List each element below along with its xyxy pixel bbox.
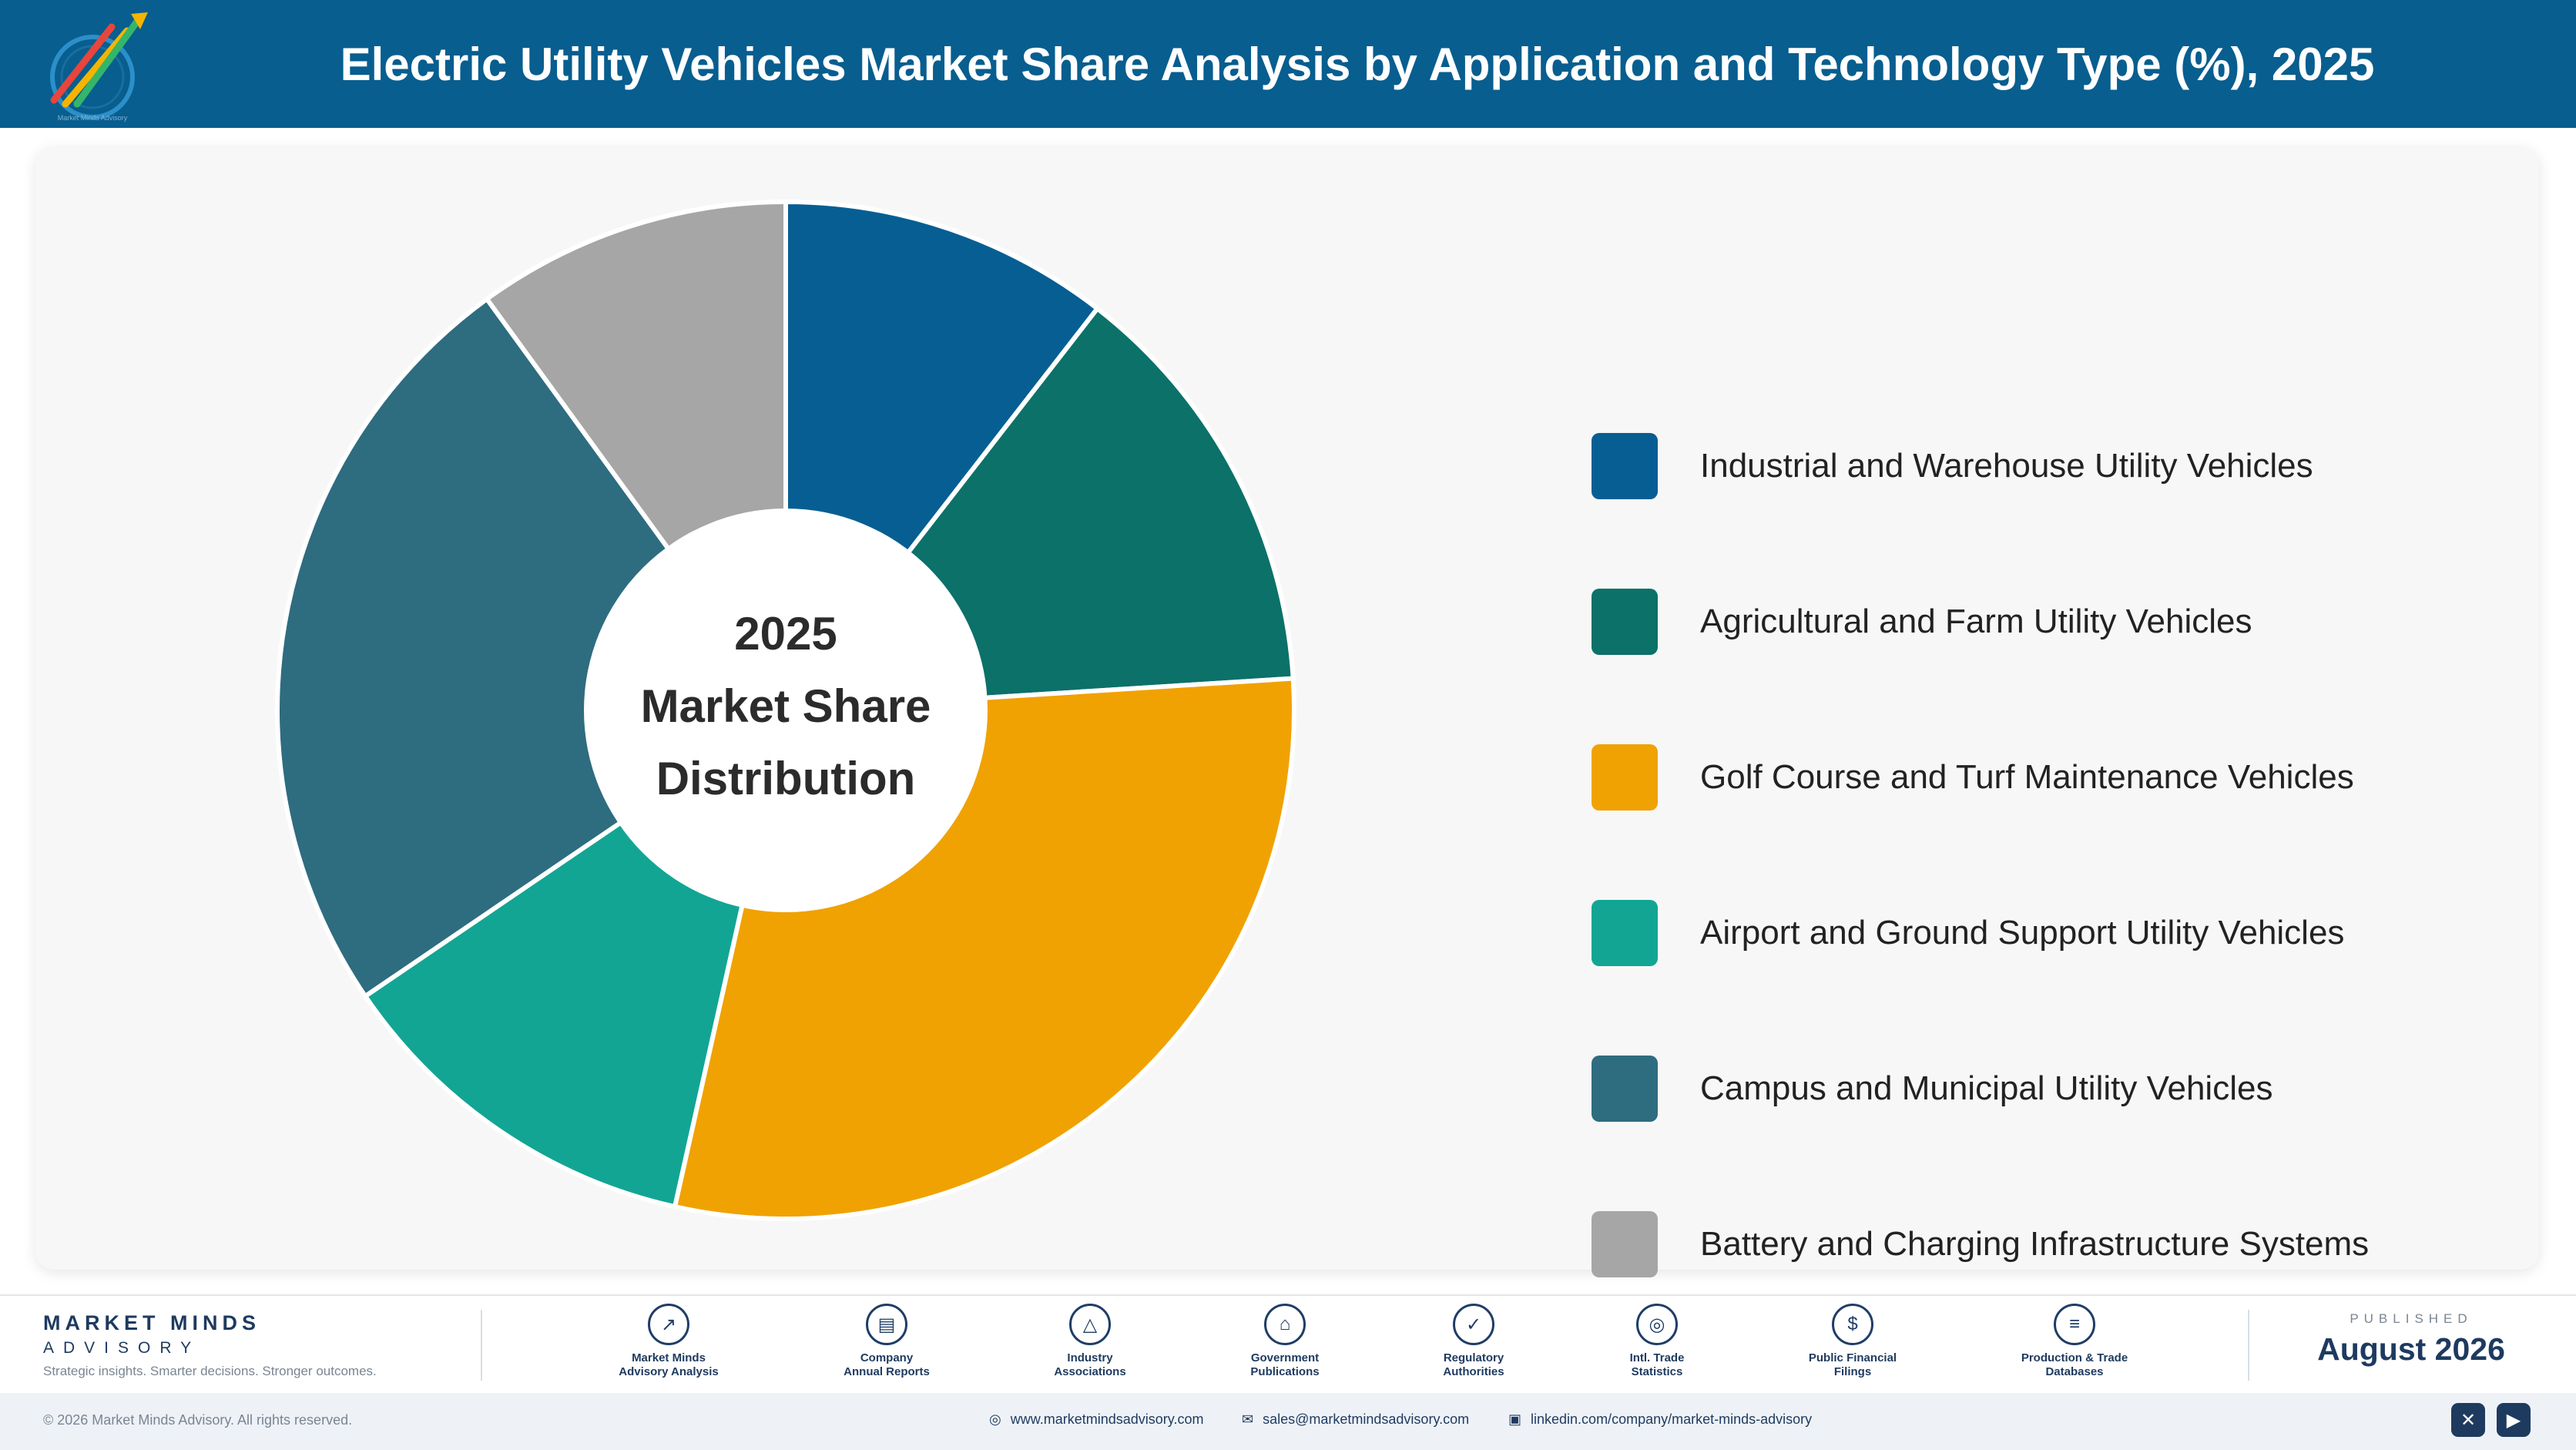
published-label: PUBLISHED	[2350, 1311, 2473, 1326]
source-label: Public Financial Filings	[1808, 1351, 1897, 1378]
shield-icon: ✓	[1453, 1304, 1494, 1345]
bottom-bar: © 2026 Market Minds Advisory. All rights…	[0, 1393, 2576, 1450]
brand-tagline: Strategic insights. Smarter decisions. S…	[43, 1364, 377, 1378]
legend-label: Agricultural and Farm Utility Vehicles	[1700, 602, 2252, 640]
legend-label: Golf Course and Turf Maintenance Vehicle…	[1700, 758, 2354, 796]
center-text-line-3: Distribution	[656, 753, 916, 804]
globe-icon: ◎	[989, 1411, 1001, 1427]
website-link[interactable]: ◎ www.marketmindsadvisory.com	[989, 1411, 1204, 1427]
source-market-minds-analysis: ↗ Market Minds Advisory Analysis	[592, 1304, 746, 1379]
source-industry-associations: △ Industry Associations	[1013, 1304, 1167, 1379]
youtube-icon[interactable]: ▶	[2497, 1403, 2531, 1437]
legend-item-golf-course: Golf Course and Turf Maintenance Vehicle…	[1592, 744, 2354, 811]
legend-swatch	[1592, 433, 1658, 499]
trend-chart-icon: ↗	[648, 1304, 689, 1345]
legend-swatch	[1592, 1211, 1658, 1277]
database-icon: ≡	[2054, 1304, 2095, 1345]
legend-swatch	[1592, 744, 1658, 811]
legend-label: Airport and Ground Support Utility Vehic…	[1700, 914, 2345, 952]
page-title: Electric Utility Vehicles Market Share A…	[340, 38, 2375, 90]
source-label: Production & Trade Databases	[2021, 1351, 2128, 1378]
legend-label: Campus and Municipal Utility Vehicles	[1700, 1069, 2273, 1107]
source-label: Regulatory Authorities	[1443, 1351, 1504, 1378]
legend-item-agricultural: Agricultural and Farm Utility Vehicles	[1592, 589, 2252, 655]
email-link[interactable]: ✉ sales@marketmindsadvisory.com	[1242, 1411, 1470, 1427]
source-label: Intl. Trade Statistics	[1629, 1351, 1685, 1378]
source-company-reports: ▤ Company Annual Reports	[810, 1304, 964, 1379]
center-text-line-2: Market Share	[641, 680, 931, 732]
x-social-icon[interactable]: ✕	[2451, 1403, 2485, 1437]
legend-item-industrial: Industrial and Warehouse Utility Vehicle…	[1592, 433, 2313, 499]
legend-item-campus: Campus and Municipal Utility Vehicles	[1592, 1056, 2272, 1122]
globe-icon: ◎	[1636, 1304, 1678, 1345]
linkedin-link[interactable]: ▣ linkedin.com/company/market-minds-advis…	[1508, 1411, 1813, 1427]
svg-text:Market Minds Advisory: Market Minds Advisory	[58, 114, 128, 122]
document-icon: ▤	[866, 1304, 907, 1345]
government-building-icon: ⌂	[1264, 1304, 1306, 1345]
source-regulatory-authorities: ✓ Regulatory Authorities	[1397, 1304, 1551, 1379]
center-text-line-1: 2025	[734, 608, 837, 660]
dollar-coin-icon: $	[1832, 1304, 1873, 1345]
brand-subtitle: ADVISORY	[43, 1339, 201, 1357]
donut-chart: 2025 Market Share Distribution	[275, 200, 1297, 1221]
source-label: Industry Associations	[1054, 1351, 1126, 1378]
legend-swatch	[1592, 589, 1658, 655]
market-minds-logo-icon: Market Minds Advisory	[50, 12, 148, 122]
copyright-text: © 2026 Market Minds Advisory. All rights…	[43, 1412, 353, 1428]
footer-divider	[481, 1310, 482, 1381]
footer: MARKET MINDS ADVISORY Strategic insights…	[0, 1294, 2576, 1395]
legend-swatch	[1592, 1056, 1658, 1122]
donut-hole	[584, 509, 988, 912]
published-date: August 2026	[2317, 1331, 2505, 1367]
header-bar: Market Minds Advisory Electric Utility V…	[0, 0, 2576, 128]
legend-item-battery: Battery and Charging Infrastructure Syst…	[1592, 1211, 2369, 1277]
legend-label: Battery and Charging Infrastructure Syst…	[1700, 1225, 2370, 1263]
source-label: Market Minds Advisory Analysis	[619, 1351, 719, 1378]
brand-name: MARKET MINDS	[43, 1311, 260, 1334]
published-block: PUBLISHED August 2026	[2249, 1311, 2573, 1368]
slice-campus	[275, 297, 788, 999]
legend-item-airport: Airport and Ground Support Utility Vehic…	[1592, 900, 2344, 966]
source-trade-statistics: ◎ Intl. Trade Statistics	[1580, 1304, 1734, 1379]
footer-divider	[2248, 1310, 2249, 1381]
source-label: Company Annual Reports	[844, 1351, 930, 1378]
chart-card: 2025 Market Share Distribution Industria…	[35, 146, 2539, 1277]
source-government-publications: ⌂ Government Publications	[1208, 1304, 1362, 1379]
legend-swatch	[1592, 900, 1658, 966]
network-icon: △	[1069, 1304, 1111, 1345]
source-label: Government Publications	[1250, 1351, 1320, 1378]
linkedin-icon: ▣	[1508, 1411, 1522, 1427]
source-financial-filings: $ Public Financial Filings	[1776, 1304, 1930, 1379]
legend-label: Industrial and Warehouse Utility Vehicle…	[1700, 447, 2313, 485]
mail-icon: ✉	[1242, 1411, 1254, 1427]
source-production-databases: ≡ Production & Trade Databases	[1997, 1304, 2152, 1379]
